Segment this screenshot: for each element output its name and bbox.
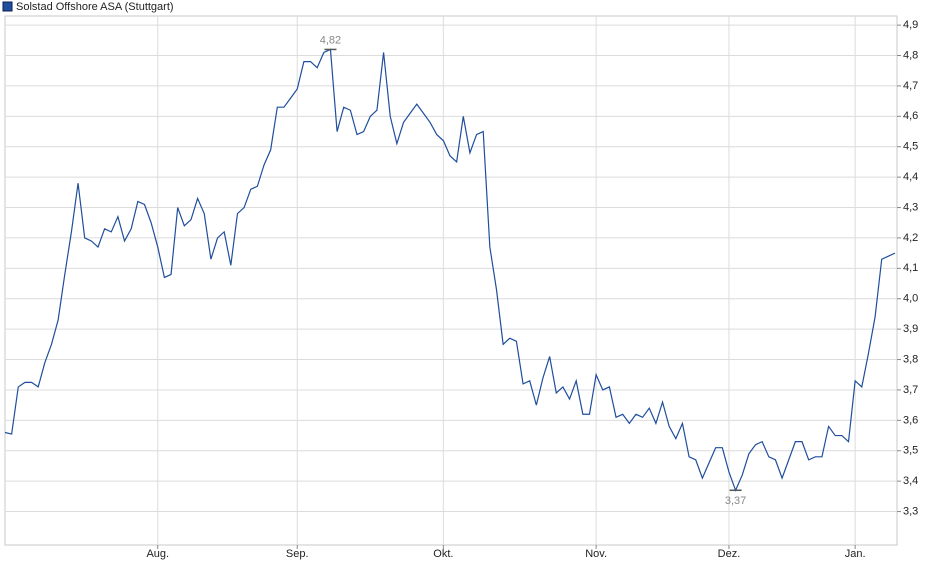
y-tick-label: 3,8	[903, 353, 918, 365]
value-label: 3,37	[725, 495, 746, 507]
value-label: 4,82	[320, 34, 341, 46]
legend-swatch	[2, 1, 13, 12]
y-tick-label: 4,9	[903, 19, 918, 31]
price-line	[4, 48, 896, 492]
x-tick-label: Dez.	[718, 548, 741, 560]
x-tick-label: Okt.	[433, 548, 453, 560]
y-tick-label: 4,3	[903, 201, 918, 213]
y-tick-label: 4,4	[903, 171, 918, 183]
y-tick-label: 4,5	[903, 141, 918, 153]
y-tick-label: 3,5	[903, 445, 918, 457]
y-tick-label: 4,6	[903, 110, 918, 122]
y-tick-label: 4,2	[903, 232, 918, 244]
y-tick-label: 3,7	[903, 384, 918, 396]
y-tick-label: 4,0	[903, 293, 918, 305]
y-tick-label: 3,6	[903, 414, 918, 426]
y-tick-label: 3,3	[903, 505, 918, 517]
y-tick-label: 4,8	[903, 49, 918, 61]
y-tick-label: 4,1	[903, 262, 918, 274]
x-tick-label: Aug.	[146, 548, 169, 560]
plot-area	[4, 15, 898, 546]
x-tick-label: Nov.	[585, 548, 607, 560]
legend-label: Solstad Offshore ASA (Stuttgart)	[16, 1, 174, 13]
x-tick-label: Sep.	[286, 548, 309, 560]
y-tick-label: 3,4	[903, 475, 918, 487]
y-tick-label: 4,7	[903, 80, 918, 92]
x-tick-label: Jan.	[845, 548, 866, 560]
y-tick-label: 3,9	[903, 323, 918, 335]
